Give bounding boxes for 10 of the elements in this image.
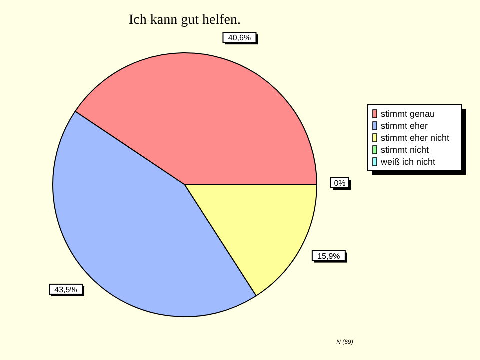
- legend-label: stimmt genau: [381, 109, 436, 119]
- chart-title: Ich kann gut helfen.: [129, 13, 241, 28]
- legend-label: weiß ich nicht: [380, 157, 436, 167]
- legend-label: stimmt eher: [381, 121, 428, 131]
- legend-label: stimmt eher nicht: [381, 133, 450, 143]
- data-label: 40,6%: [228, 34, 252, 43]
- data-label: 43,5%: [54, 285, 78, 294]
- data-label: 15,9%: [318, 252, 340, 261]
- text: 0%: [334, 179, 346, 188]
- legend-label: stimmt nicht: [381, 145, 430, 155]
